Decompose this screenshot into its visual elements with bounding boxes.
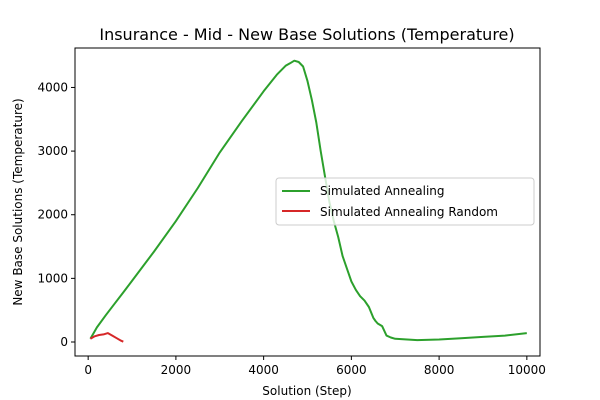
y-axis-label: New Base Solutions (Temperature) [11, 98, 25, 305]
legend-label-simulated-annealing-random: Simulated Annealing Random [320, 205, 498, 219]
x-axis-label: Solution (Step) [262, 384, 351, 398]
y-axis: 0 1000 2000 3000 4000 [37, 80, 75, 349]
y-tick-label: 1000 [37, 271, 68, 285]
x-tick-label: 8000 [424, 363, 455, 377]
x-axis: 0 2000 4000 6000 8000 10000 [84, 356, 546, 377]
x-tick-label: 2000 [161, 363, 192, 377]
x-tick-label: 10000 [508, 363, 546, 377]
series-line-1 [89, 332, 124, 343]
y-tick-label: 3000 [37, 144, 68, 158]
y-tick-label: 2000 [37, 208, 68, 222]
y-tick-label: 4000 [37, 80, 68, 94]
x-tick-label: 4000 [248, 363, 279, 377]
legend-box [275, 177, 535, 226]
legend-label-simulated-annealing: Simulated Annealing [320, 184, 445, 198]
y-tick-label: 0 [60, 335, 68, 349]
x-tick-label: 6000 [336, 363, 367, 377]
legend: Simulated Annealing Simulated Annealing … [275, 177, 535, 226]
chart-title: Insurance - Mid - New Base Solutions (Te… [99, 25, 514, 44]
x-tick-label: 0 [84, 363, 92, 377]
plot-frame [74, 47, 541, 357]
